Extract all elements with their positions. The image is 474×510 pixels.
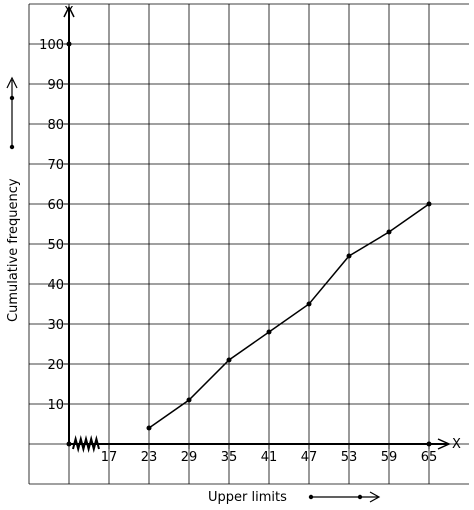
y-tick-label: 50 <box>47 238 64 253</box>
data-point <box>266 329 272 335</box>
y-tick-label: 90 <box>47 78 64 93</box>
y-tick-label: 40 <box>47 278 64 293</box>
x-axis-arrowhead <box>437 438 451 450</box>
y-tick-label: 10 <box>47 398 64 413</box>
x-tick-labels: 17 23 29 35 41 47 53 59 65 <box>101 444 438 465</box>
axes <box>63 5 451 450</box>
data-point <box>426 201 432 207</box>
x-tick-label: 17 <box>101 450 118 465</box>
grid <box>28 3 469 485</box>
data-point <box>346 253 352 259</box>
origin-point <box>66 441 72 447</box>
x-tick-label: 23 <box>141 450 158 465</box>
x-tick-label: 59 <box>381 450 398 465</box>
axis-break-line <box>72 435 100 453</box>
data-point <box>386 229 392 235</box>
x-axis-label: Upper limits <box>208 490 287 505</box>
data-point <box>226 357 232 363</box>
y-tick-label: 100 <box>39 38 64 53</box>
y-tick-labels: 10 20 30 40 50 60 70 80 90 100 <box>39 38 69 413</box>
x-tick-label: 29 <box>181 450 198 465</box>
y-axis-name: Y <box>64 5 73 20</box>
data-point <box>306 301 312 307</box>
x-tick-label: 65 <box>421 450 438 465</box>
y-tick-label: 30 <box>47 318 64 333</box>
series-line <box>148 203 430 429</box>
x-axis-name: X <box>452 437 461 452</box>
y-axis-label: Cumulative frequency <box>6 178 21 322</box>
x-tick-label: 35 <box>221 450 238 465</box>
x-tick-label: 47 <box>301 450 318 465</box>
y-tick-label: 70 <box>47 158 64 173</box>
data-series <box>146 201 432 431</box>
y-tick-label: 20 <box>47 358 64 373</box>
x-axis-arrow-icon <box>308 491 381 503</box>
axis-break-zigzag <box>72 435 100 453</box>
x-tick-label: 53 <box>341 450 358 465</box>
y-tick-label: 80 <box>47 118 64 133</box>
x-tick-label: 41 <box>261 450 278 465</box>
data-point <box>146 425 152 431</box>
y-axis-arrowhead <box>63 5 75 18</box>
y-tick-label: 60 <box>47 198 64 213</box>
data-point <box>186 397 192 403</box>
y-axis-arrow-icon <box>6 76 18 150</box>
